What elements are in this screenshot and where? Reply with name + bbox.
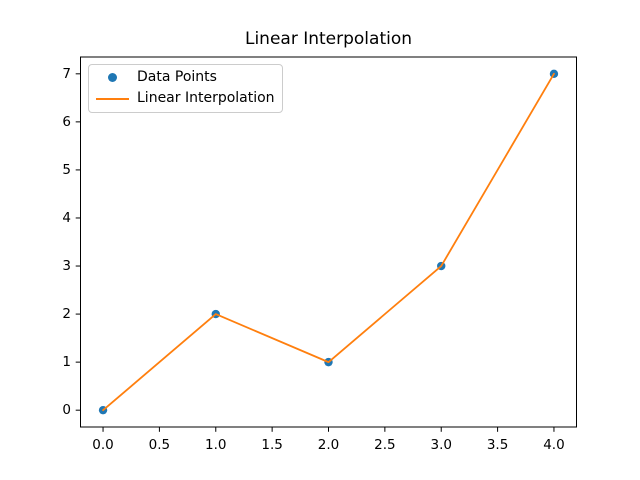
dot-swatch — [108, 73, 117, 82]
line-swatch — [96, 97, 129, 100]
x-tick-label: 4.0 — [543, 437, 564, 453]
legend-marker-icon — [96, 73, 129, 82]
x-tick-label: 3.0 — [430, 437, 451, 453]
legend-item: Linear Interpolation — [96, 90, 275, 107]
x-tick-label: 0.0 — [92, 437, 113, 453]
axes-frame — [80, 56, 577, 428]
chart-title: Linear Interpolation — [244, 29, 413, 49]
x-tick-label: 2.5 — [374, 437, 395, 453]
x-tick-label: 0.5 — [149, 437, 170, 453]
y-tick-label: 0 — [62, 402, 71, 418]
x-tick-label: 2.0 — [318, 437, 339, 453]
x-tick-label: 1.5 — [261, 437, 282, 453]
legend-item-label: Linear Interpolation — [137, 90, 275, 106]
y-tick-label: 1 — [62, 354, 71, 370]
y-tick-label: 6 — [62, 114, 71, 130]
y-tick-label: 2 — [62, 306, 71, 322]
legend-line-icon — [96, 97, 129, 100]
x-tick-label: 1.0 — [205, 437, 226, 453]
y-tick-label: 7 — [62, 66, 71, 82]
legend-item: Data Points — [96, 69, 275, 86]
y-tick-label: 3 — [62, 258, 71, 274]
legend-item-label: Data Points — [137, 69, 217, 85]
interpolation-line — [102, 72, 555, 412]
y-tick-label: 5 — [62, 162, 71, 178]
legend: Data Points Linear Interpolation — [88, 64, 283, 113]
y-tick-label: 4 — [62, 210, 71, 226]
x-tick-label: 3.5 — [487, 437, 508, 453]
